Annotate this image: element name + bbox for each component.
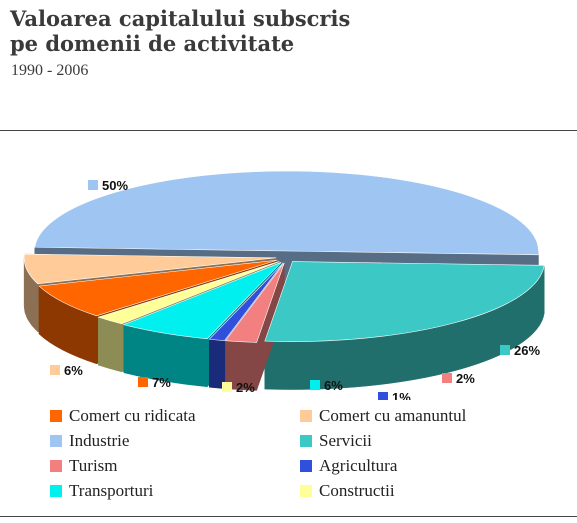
label-industrie: 50% [88,178,128,193]
label-swatch [378,392,388,400]
legend-item-industrie: Industrie [50,429,300,453]
label-transporturi: 6% [310,378,343,393]
legend-label: Servicii [319,431,372,450]
slice-industrie [34,170,539,256]
label-swatch [310,380,320,390]
legend-swatch [300,410,312,422]
data-label: 6% [64,363,83,378]
pie-labels: 50% 26% 2% 1% 6% 2% 7% 6% [50,178,540,400]
legend-swatch [50,410,62,422]
legend-swatch [50,435,62,447]
legend-label: Comert cu amanuntul [319,406,467,425]
label-swatch [442,373,452,383]
legend-label: Comert cu ridicata [69,406,196,425]
bottom-divider [0,516,577,517]
slice-servicii [264,261,545,342]
slice-constructii [97,261,280,325]
legend-item-agricultura: Agricultura [300,454,550,478]
chart-title: Valoarea capitalului subscris pe domenii… [10,6,350,56]
legend-label: Agricultura [319,456,398,475]
slice-turism [224,262,285,343]
slice-comert-cu-ridicata [38,259,278,317]
legend-label: Transporturi [69,481,154,500]
slice-agricultura [208,262,284,341]
legend-swatch [50,460,62,472]
label-swatch [88,180,98,190]
label-turism: 2% [442,371,475,386]
legend-label: Constructii [319,481,395,500]
chart-legend: Comert cu ridicata Comert cu amanuntul Ind… [50,404,570,503]
legend-item-servicii: Servicii [300,429,550,453]
chart-title-line-1: Valoarea capitalului subscris [10,6,351,31]
legend-label: Turism [69,456,118,475]
data-label: 2% [236,380,255,395]
legend-swatch [300,485,312,497]
slice-transporturi [122,262,282,340]
data-label: 6% [324,378,343,393]
data-label: 7% [152,375,171,390]
legend-item-comert-cu-amanuntul: Comert cu amanuntul [300,404,550,428]
data-label: 1% [392,390,411,400]
legend-label: Industrie [69,431,130,450]
data-label: 2% [456,371,475,386]
label-swatch [50,365,60,375]
label-swatch [222,382,232,392]
legend-swatch [300,435,312,447]
label-swatch [500,345,510,355]
legend-swatch [300,460,312,472]
top-divider [0,130,577,131]
data-label: 50% [102,178,128,193]
label-servicii: 26% [500,343,540,358]
data-label: 26% [514,343,540,358]
pie-tops [23,170,545,343]
label-comert-cu-ridicata: 7% [138,375,171,390]
legend-item-transporturi: Transporturi [50,479,300,503]
chart-title-line-2: pe domenii de activitate [10,31,295,56]
label-comert-cu-amanuntul: 6% [50,363,83,378]
legend-item-comert-cu-ridicata: Comert cu ridicata [50,404,300,428]
legend-swatch [50,485,62,497]
label-constructii: 2% [222,380,255,395]
slice-comert-cu-amanuntul [23,253,277,285]
label-agricultura: 1% [378,390,411,400]
chart-subtitle: 1990 - 2006 [11,62,89,79]
legend-item-turism: Turism [50,454,300,478]
pie-chart: 50% 26% 2% 1% 6% 2% 7% 6% [23,170,545,400]
legend-item-constructii: Constructii [300,479,550,503]
label-swatch [138,377,148,387]
